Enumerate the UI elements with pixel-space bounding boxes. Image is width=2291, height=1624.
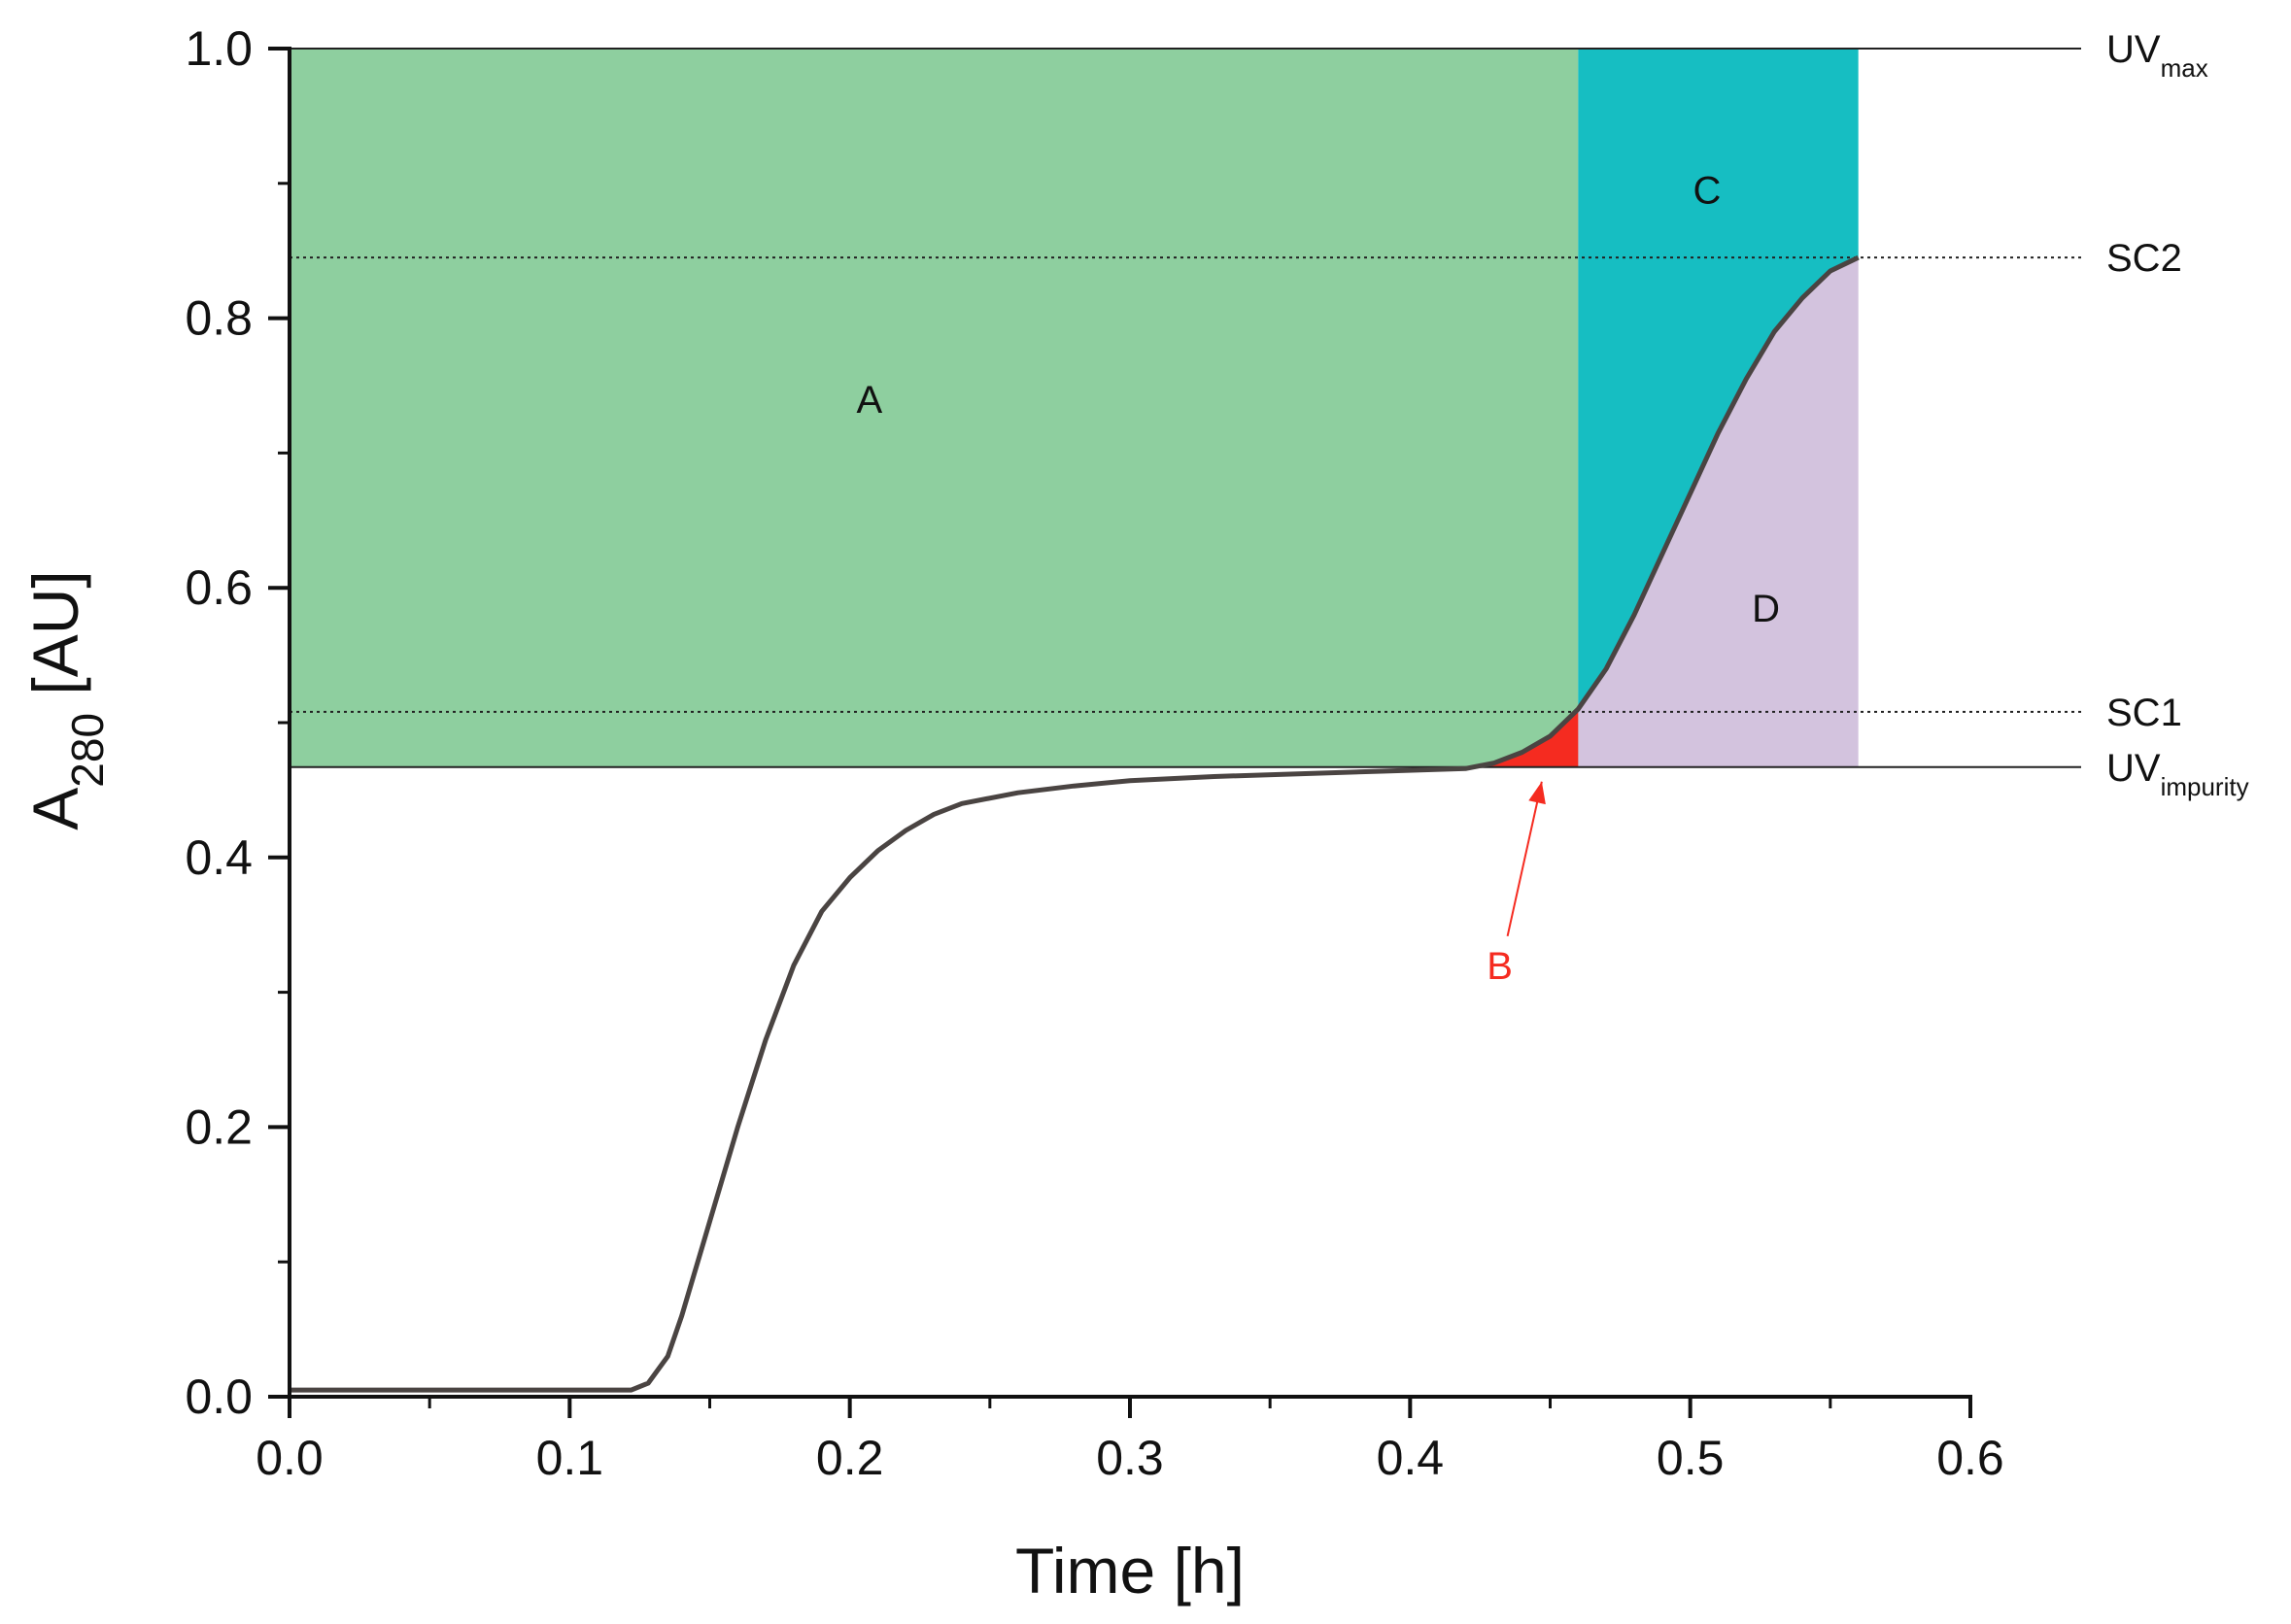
region-d bbox=[1578, 257, 1859, 767]
x-tick-label: 0.3 bbox=[1096, 1431, 1164, 1485]
label-uv-impurity: UVimpurity bbox=[2106, 747, 2249, 801]
y-axis-title: A280 [AU] bbox=[19, 570, 113, 829]
y-axis-title-main: A bbox=[19, 788, 91, 830]
region-label-c: C bbox=[1693, 170, 1722, 213]
label-uv-impurity-main: UV bbox=[2106, 747, 2161, 790]
y-tick-label: 0.6 bbox=[185, 560, 253, 615]
arrow-b-shaft bbox=[1506, 781, 1543, 937]
label-sc1: SC1 bbox=[2106, 692, 2182, 734]
label-sc2: SC2 bbox=[2106, 237, 2182, 280]
x-tick-label: 0.4 bbox=[1377, 1431, 1445, 1485]
y-axis-title-rest: [AU] bbox=[19, 570, 91, 713]
x-tick-label: 0.2 bbox=[816, 1431, 884, 1485]
shaded-regions bbox=[290, 49, 1859, 769]
arrow-b-head bbox=[1528, 781, 1546, 805]
x-axis-title: Time [h] bbox=[1015, 1535, 1245, 1607]
x-tick-label: 0.6 bbox=[1936, 1431, 2004, 1485]
region-b bbox=[1466, 709, 1579, 769]
y-tick-label: 0.8 bbox=[185, 291, 253, 346]
label-sc2-main: SC2 bbox=[2106, 237, 2182, 280]
label-uv-max-sub: max bbox=[2161, 53, 2208, 83]
label-uv-max-main: UV bbox=[2106, 28, 2161, 71]
y-tick-label: 0.2 bbox=[185, 1100, 253, 1154]
label-uv-max: UVmax bbox=[2106, 28, 2208, 83]
y-tick-label: 1.0 bbox=[185, 21, 253, 76]
axes: 0.0 0.1 0.2 0.3 0.4 0.5 0.6 0.0 0.2 0.4 0.6 0.8 1.0 bbox=[185, 21, 2003, 1485]
x-tick-label: 0.5 bbox=[1657, 1431, 1725, 1485]
y-axis-title-sub: 280 bbox=[62, 713, 113, 788]
reference-lines bbox=[290, 48, 2081, 768]
annotations: A C D B bbox=[857, 170, 1780, 988]
label-sc1-main: SC1 bbox=[2106, 692, 2182, 734]
y-tick-label: 0.4 bbox=[185, 830, 253, 885]
x-tick-label: 0.1 bbox=[536, 1431, 604, 1485]
y-tick-label: 0.0 bbox=[185, 1370, 253, 1424]
label-uv-impurity-sub: impurity bbox=[2161, 772, 2249, 801]
region-label-a: A bbox=[857, 379, 883, 422]
region-label-d: D bbox=[1752, 588, 1780, 630]
series-layer bbox=[290, 254, 1860, 1393]
region-label-b: B bbox=[1487, 945, 1513, 988]
region-c bbox=[1578, 49, 1859, 710]
series-line bbox=[290, 254, 1860, 1393]
region-a bbox=[290, 49, 1579, 767]
x-tick-label: 0.0 bbox=[256, 1431, 324, 1485]
